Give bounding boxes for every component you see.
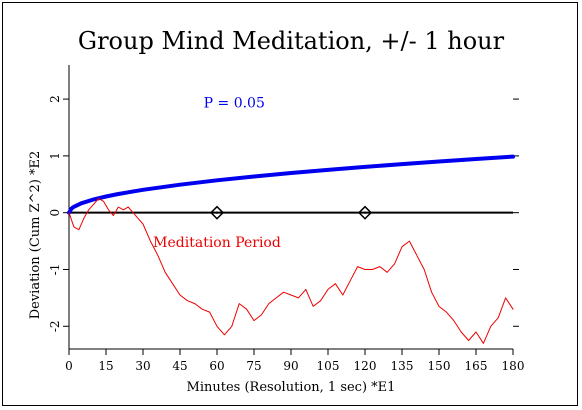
chart-title: Group Mind Meditation, +/- 1 hour	[78, 27, 505, 55]
y-axis-label: Deviation (Cum Z^2) *E2	[28, 151, 43, 320]
x-tick-label: 75	[246, 359, 261, 373]
x-tick-label: 180	[502, 359, 525, 373]
x-tick-label: 60	[209, 359, 224, 373]
y-tick-label: -2	[48, 320, 62, 332]
diamond-marker	[209, 205, 225, 220]
y-tick-label: -1	[48, 264, 62, 276]
deviation-line-label: Meditation Period	[153, 235, 281, 251]
y-tick-label: 1	[48, 152, 62, 160]
x-axis-label: Minutes (Resolution, 1 sec) *E1	[187, 380, 396, 395]
x-tick-label: 165	[465, 359, 488, 373]
diamond-marker-center	[215, 211, 219, 214]
diamond-marker	[357, 205, 373, 220]
p-value-curve	[67, 154, 515, 215]
x-tick-label: 135	[391, 359, 414, 373]
x-tick-label: 45	[172, 359, 187, 373]
p-value-curve-label: P = 0.05	[204, 96, 265, 112]
series-layer: P = 0.05 Meditation Period	[67, 96, 515, 344]
x-tick-label: 120	[354, 359, 377, 373]
x-tick-label: 105	[317, 359, 340, 373]
x-tick-label: 15	[98, 359, 113, 373]
markers-layer	[209, 205, 373, 220]
deviation-line	[68, 198, 514, 344]
y-tick-label: 0	[48, 209, 62, 217]
chart-frame: Group Mind Meditation, +/- 1 hour 0 15 30 4…	[2, 2, 578, 406]
diamond-marker-center	[363, 211, 367, 214]
x-tick-label: 0	[65, 359, 73, 373]
chart-svg: Group Mind Meditation, +/- 1 hour 0 15 30 4…	[28, 27, 524, 395]
x-tick-label: 30	[135, 359, 150, 373]
x-tick-label: 150	[428, 359, 451, 373]
y-tick-label: 2	[48, 95, 62, 103]
axes: 0 15 30 45 60 75 90 105 120 135 150 165 180 -2 -1 0 1 2	[48, 65, 524, 373]
x-tick-label: 90	[283, 359, 298, 373]
